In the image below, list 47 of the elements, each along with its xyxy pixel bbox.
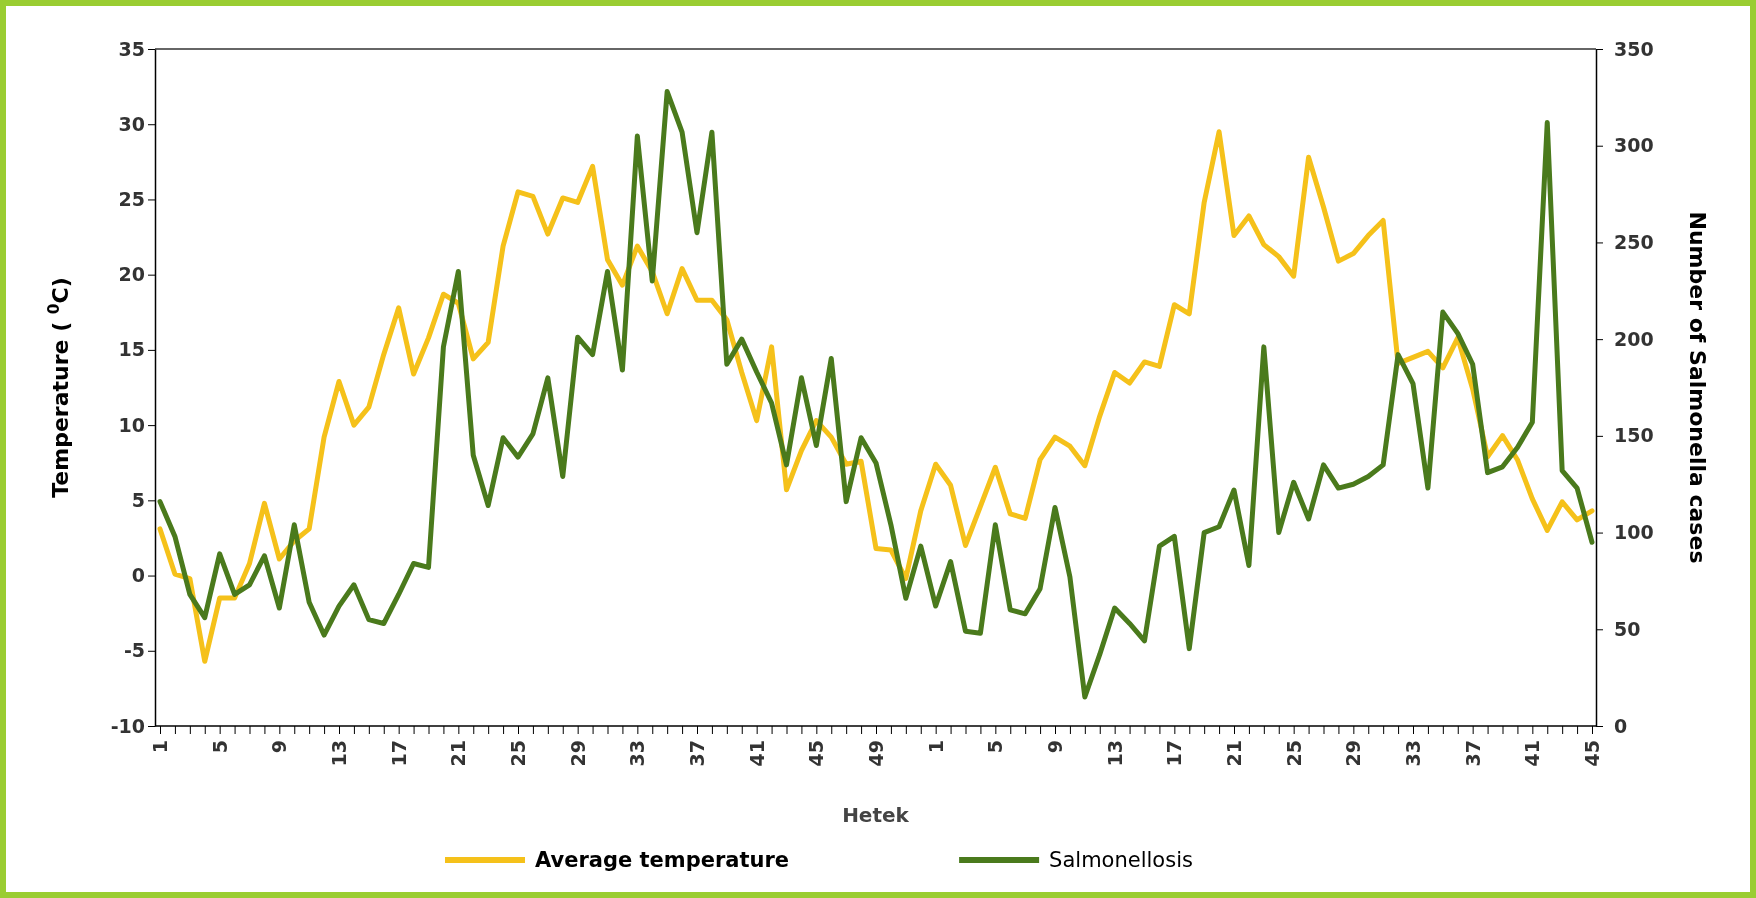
y2-tick-label: 150 xyxy=(1614,424,1654,447)
y-tick-label: 15 xyxy=(118,338,145,361)
x-tick-label: 9 xyxy=(268,740,291,754)
y-tick-label: -5 xyxy=(123,639,145,662)
y2-tick-label: 50 xyxy=(1614,617,1641,640)
x-tick-label: 25 xyxy=(1282,740,1305,767)
y2-tick-label: 100 xyxy=(1614,521,1654,544)
legend-label: Salmonellosis xyxy=(1049,848,1193,873)
y-tick-label: 10 xyxy=(118,413,145,436)
x-tick-label: 45 xyxy=(805,740,828,767)
x-tick-label: 37 xyxy=(686,740,709,767)
y2-tick-label: 0 xyxy=(1614,714,1628,737)
x-tick-label: 21 xyxy=(1223,740,1246,767)
y-tick-label: 20 xyxy=(118,263,145,286)
x-tick-label: 41 xyxy=(745,740,768,767)
x-tick-label: 33 xyxy=(1402,740,1425,767)
x-tick-label: 41 xyxy=(1521,740,1544,767)
x-tick-label: 37 xyxy=(1461,740,1484,767)
x-tick-label: 5 xyxy=(208,740,231,754)
x-tick-label: 33 xyxy=(626,740,649,767)
y-tick-label: -10 xyxy=(110,714,145,737)
legend-label: Average temperature xyxy=(535,848,790,873)
x-axis-title: Hetek xyxy=(842,803,910,827)
x-tick-label: 29 xyxy=(1342,740,1365,767)
y-tick-label: 0 xyxy=(131,564,145,587)
y2-tick-label: 350 xyxy=(1614,37,1654,60)
x-tick-label: 29 xyxy=(566,740,589,767)
y2-tick-label: 250 xyxy=(1614,231,1654,254)
x-tick-label: 13 xyxy=(1103,740,1126,767)
x-tick-label: 21 xyxy=(447,740,470,767)
y-tick-label: 30 xyxy=(118,112,145,135)
x-tick-label: 13 xyxy=(328,740,351,767)
y-tick-label: 25 xyxy=(118,188,145,211)
x-tick-label: 9 xyxy=(1044,740,1067,754)
x-tick-label: 1 xyxy=(924,740,947,754)
x-tick-label: 49 xyxy=(865,740,888,767)
x-tick-label: 25 xyxy=(507,740,530,767)
y2-axis-title: Number of Salmonella cases xyxy=(1685,211,1710,564)
y-tick-label: 5 xyxy=(131,488,145,511)
x-tick-label: 17 xyxy=(387,740,410,767)
x-tick-label: 45 xyxy=(1581,740,1604,767)
x-tick-label: 1 xyxy=(149,740,172,754)
x-tick-label: 5 xyxy=(984,740,1007,754)
y2-tick-label: 200 xyxy=(1614,327,1654,350)
y-tick-label: 35 xyxy=(118,37,145,60)
y2-tick-label: 300 xyxy=(1614,134,1654,157)
x-tick-label: 17 xyxy=(1163,740,1186,767)
